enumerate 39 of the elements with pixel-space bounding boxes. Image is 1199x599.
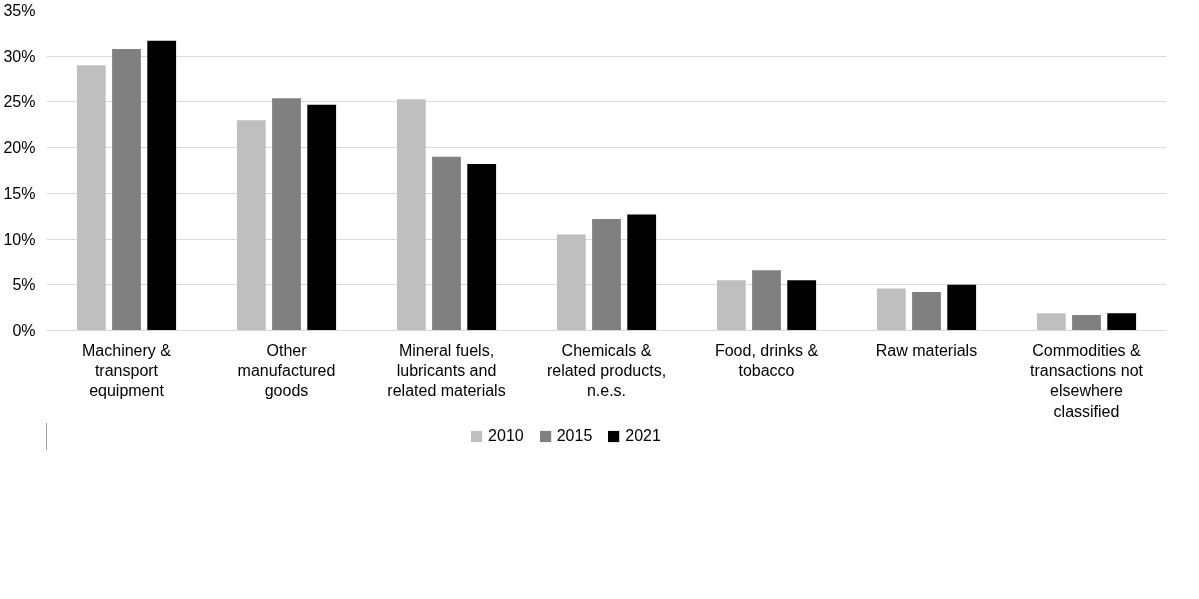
y-tick-label: 0% bbox=[12, 322, 36, 339]
bar bbox=[912, 292, 941, 331]
bar bbox=[112, 48, 141, 331]
bar bbox=[432, 156, 461, 331]
y-tick-label: 30% bbox=[3, 47, 36, 65]
y-tick-label: 35% bbox=[3, 2, 36, 19]
legend-label: 2015 bbox=[556, 427, 593, 445]
bar bbox=[396, 99, 426, 331]
bar bbox=[76, 65, 106, 331]
bar bbox=[716, 280, 746, 331]
bar bbox=[236, 120, 266, 331]
y-tick-label: 25% bbox=[3, 93, 36, 111]
x-tick-label: Chemicals & related products, n.e.s. bbox=[546, 341, 667, 400]
legend-label: 2010 bbox=[488, 427, 524, 445]
bar bbox=[752, 270, 781, 331]
bar bbox=[876, 288, 906, 331]
bar bbox=[1072, 314, 1101, 331]
x-tick-label: Mineral fuels, lubricants and related materials bbox=[387, 341, 506, 400]
bar bbox=[1107, 313, 1137, 331]
bar bbox=[787, 280, 817, 331]
bar bbox=[592, 218, 621, 331]
x-tick-label: Food, drinks & tobacco bbox=[714, 341, 819, 379]
bar bbox=[147, 40, 177, 331]
y-tick-label: 10% bbox=[3, 230, 36, 248]
legend-label: 2021 bbox=[625, 427, 661, 445]
bar bbox=[1036, 313, 1066, 331]
bar bbox=[307, 104, 337, 331]
bar bbox=[627, 214, 657, 331]
bar bbox=[947, 284, 977, 331]
x-tick-label: Other manufactured goods bbox=[237, 341, 336, 400]
x-tick-label: Raw materials bbox=[875, 341, 978, 359]
y-tick-label: 20% bbox=[3, 139, 36, 157]
bar bbox=[467, 164, 497, 331]
x-tick-label: Commodities & transactions not elsewhere classified bbox=[1030, 341, 1144, 420]
y-tick-label: 15% bbox=[3, 184, 36, 202]
y-tick-label: 5% bbox=[12, 276, 36, 294]
x-tick-label: Machinery & transport equipment bbox=[82, 341, 172, 400]
bar bbox=[556, 234, 586, 331]
bar bbox=[272, 98, 301, 331]
